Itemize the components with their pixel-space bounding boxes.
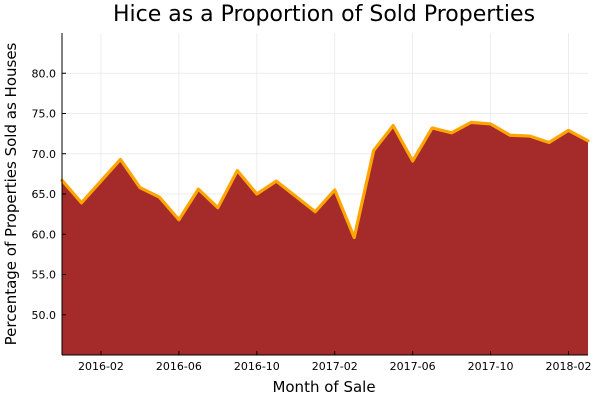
chart-title: Hice as a Proportion of Sold Properties [113, 2, 535, 27]
y-tick-label: 70.0 [32, 148, 57, 161]
x-tick-label: 2018-02 [546, 360, 592, 373]
y-tick-label: 50.0 [32, 309, 57, 322]
x-tick-label: 2017-06 [390, 360, 436, 373]
area-fill [62, 122, 588, 355]
y-axis-label: Percentage of Properties Sold as Houses [2, 42, 20, 345]
y-tick-label: 80.0 [32, 67, 57, 80]
x-tick-label: 2017-10 [468, 360, 514, 373]
x-tick-label: 2017-02 [312, 360, 358, 373]
y-tick-label: 65.0 [32, 188, 57, 201]
y-tick-label: 55.0 [32, 269, 57, 282]
x-tick-label: 2016-02 [78, 360, 124, 373]
x-tick-label: 2016-10 [234, 360, 280, 373]
x-axis-label: Month of Sale [272, 378, 375, 396]
y-tick-label: 75.0 [32, 108, 57, 121]
area-layer [60, 120, 590, 355]
axes [61, 33, 588, 356]
series-line [60, 120, 590, 240]
x-tick-label: 2016-06 [156, 360, 202, 373]
y-tick-label: 60.0 [32, 228, 57, 241]
tick-labels: 50.0 55.0 60.0 65.0 70.0 75.0 80.0 2016-02 2016-… [32, 67, 592, 373]
